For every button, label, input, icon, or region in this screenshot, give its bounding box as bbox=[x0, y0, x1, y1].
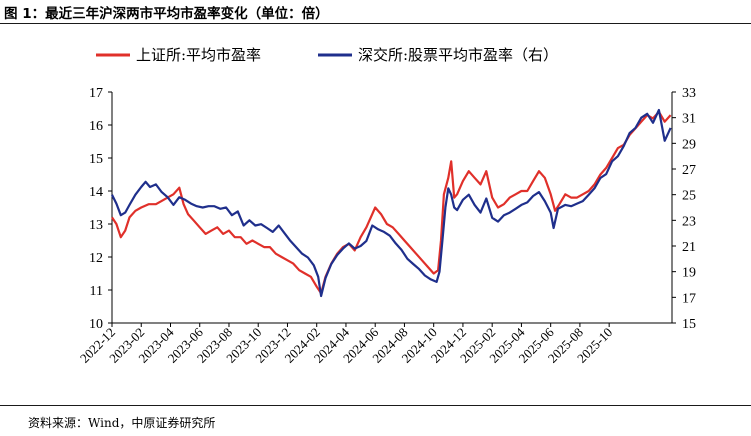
right-axis-tick-label: 15 bbox=[682, 317, 696, 332]
left-axis-tick-label: 12 bbox=[89, 251, 103, 266]
right-axis-tick-label: 19 bbox=[682, 266, 696, 281]
right-axis-tick-label: 25 bbox=[682, 189, 696, 204]
right-axis-tick-label: 17 bbox=[682, 291, 696, 306]
source-bar: 资料来源：Wind，中原证券研究所 bbox=[0, 405, 751, 436]
chart-legend: 上证所:平均市盈率 深交所:股票平均市盈率（右） bbox=[96, 46, 558, 64]
left-axis-tick-label: 11 bbox=[90, 284, 103, 299]
right-axis-tick-label: 23 bbox=[682, 214, 696, 229]
left-axis-tick-label: 13 bbox=[89, 218, 103, 233]
legend-label-shanghai: 上证所:平均市盈率 bbox=[136, 46, 261, 64]
left-axis-tick-label: 14 bbox=[89, 185, 103, 200]
right-axis-tick-label: 27 bbox=[682, 163, 696, 178]
right-axis-tick-label: 31 bbox=[682, 112, 696, 127]
legend-label-shenzhen: 深交所:股票平均市盈率（右） bbox=[358, 46, 558, 64]
right-axis-tick-label: 33 bbox=[682, 86, 696, 101]
left-axis-tick-label: 17 bbox=[89, 86, 103, 101]
right-axis-tick-label: 21 bbox=[682, 240, 696, 255]
figure-title: 图 1：最近三年沪深两市平均市盈率变化（单位：倍） bbox=[4, 6, 329, 22]
title-bar: 图 1：最近三年沪深两市平均市盈率变化（单位：倍） bbox=[0, 0, 751, 24]
pe-ratio-chart: 上证所:平均市盈率 深交所:股票平均市盈率（右） 10 11 12 13 14 15 16 1… bbox=[77, 46, 696, 366]
left-axis-tick-label: 10 bbox=[89, 317, 103, 332]
source-note: 资料来源：Wind，中原证券研究所 bbox=[28, 416, 216, 430]
left-axis-tick-label: 15 bbox=[89, 152, 103, 167]
left-axis-tick-label: 16 bbox=[89, 119, 103, 134]
right-axis-tick-label: 29 bbox=[682, 137, 696, 152]
series-line-shenzhen bbox=[111, 108, 672, 298]
chart-series bbox=[111, 108, 672, 298]
chart-axes: 1011121314151617151719212325272931332022… bbox=[77, 86, 696, 366]
series-line-shanghai bbox=[111, 110, 672, 295]
